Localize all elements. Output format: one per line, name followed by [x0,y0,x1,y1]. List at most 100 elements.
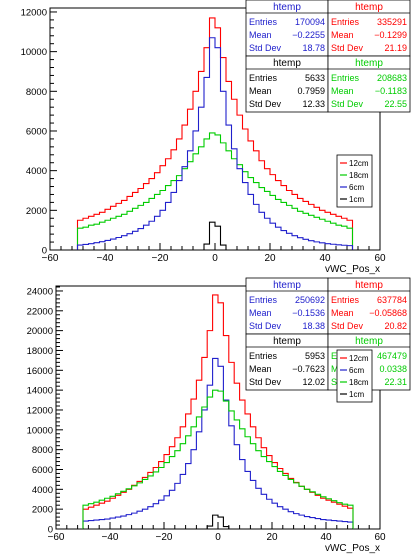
x-tick-label: 40 [320,532,332,543]
stat-box-title: htemp [273,336,301,347]
stat-box-frame [245,333,329,391]
y-tick-label: 12000 [27,405,53,416]
stat-value: 208683 [377,73,407,83]
stat-box-frame [327,55,411,113]
histogram-chart-top: −60 −40 −20 0 20 40 60 0 2000 4000 6000 8000 10000 12… [21,0,411,275]
stat-label: Entries [249,17,278,27]
x-axis-title: vWC_Pos_x [325,264,380,275]
y-tick-label: 24000 [27,286,53,297]
stat-label: Mean [331,86,354,96]
histogram-series-18cm [82,389,354,529]
stat-value: 250692 [295,295,325,305]
y-tick-label: 6000 [32,465,53,476]
y-tick-label: 6000 [26,126,47,137]
stat-value: 12.02 [302,377,325,387]
legend-label-18cm: 18cm [349,171,369,180]
y-tick-label: 0 [42,246,47,257]
stat-label: Mean [331,30,354,40]
stat-box-frame [245,55,329,113]
x-tick-label: −40 [97,253,114,264]
stat-box-title: htemp [273,58,301,69]
stat-value: 170094 [295,17,325,27]
stat-label: Std Dev [331,43,364,53]
stat-value: 18.78 [302,43,325,53]
stat-label: Mean [249,308,272,318]
y-tick-label: 0 [48,525,53,536]
stat-label: Std Dev [249,99,282,109]
histogram-panel-bottom: −60 −40 −20 0 20 40 60 0 2000 4000 6000 8000 10000 12… [0,277,411,554]
stat-value: 5953 [305,351,325,361]
y-tick-label: 14000 [27,386,53,397]
stat-label: Std Dev [249,43,282,53]
histogram-series-6cm [76,37,354,250]
stat-value: −0.2255 [292,30,325,40]
stat-label: Entries [249,73,278,83]
x-tick-label: 20 [266,532,278,543]
y-tick-label: 4000 [32,485,53,496]
stat-value: −0.1299 [374,30,407,40]
histogram-chart-bottom: −60 −40 −20 0 20 40 60 0 2000 4000 6000 8000 10000 12… [27,277,411,554]
stat-value: 20.82 [384,321,407,331]
stat-box-2: htemp Entries 335291 Mean −0.1299 Std Dev 21.1… [327,0,411,57]
stat-value: 18.38 [302,321,325,331]
histogram-series-1cm [83,514,353,530]
stat-box-3: htemp Entries 5633 Mean 0.7959 Std Dev 12.33 [245,55,329,113]
stat-label: Mean [249,86,272,96]
stat-box-frame [327,0,411,57]
stat-value: 335291 [377,17,407,27]
stat-label: Entries [249,295,278,305]
y-tick-label: 16000 [27,366,53,377]
stat-box-title: htemp [355,2,383,13]
stat-value: −0.1536 [292,308,325,318]
x-tick-label: 20 [264,253,276,264]
y-tick-label: 2000 [32,505,53,516]
histogram-panel-top: −60 −40 −20 0 20 40 60 0 2000 4000 6000 8000 10000 12… [0,0,411,275]
x-tick-label: 60 [374,532,386,543]
stat-value: 5633 [305,73,325,83]
stat-value: −0.1183 [375,86,407,96]
stat-value: −0.7623 [292,364,325,374]
stat-box-title: htemp [355,280,383,291]
stat-box-frame [327,277,411,335]
stat-box-4: htemp Entries 208683 Mean −0.1183 Std Dev 22.5… [327,55,411,113]
y-tick-label: 18000 [27,346,53,357]
legend-label-18cm: 18cm [349,378,369,387]
stat-label: Std Dev [249,321,282,331]
histogram-series-1cm [77,221,353,251]
stat-label: Mean [331,308,354,318]
stat-label: Mean [249,364,272,374]
legend-label-12cm: 12cm [349,354,369,363]
y-tick-label: 20000 [27,326,53,337]
stat-value: 0.7959 [297,86,325,96]
legend-box [336,154,373,208]
stat-value: 22.31 [384,377,407,387]
stat-label: Entries [249,351,278,361]
y-tick-label: 22000 [27,306,53,317]
x-tick-label: 0 [212,253,218,264]
x-tick-label: −40 [102,532,119,543]
stat-box-1: htemp Entries 170094 Mean −0.2255 Std Dev 18.7… [245,0,329,57]
stat-value: 21.19 [384,43,407,53]
stat-value: 637784 [377,295,407,305]
x-tick-label: 60 [374,253,386,264]
y-tick-label: 10000 [21,47,47,58]
legend-label-6cm: 6cm [349,183,364,192]
stat-label: Std Dev [249,377,282,387]
legend-label-1cm: 1cm [349,390,364,399]
stat-box-title: htemp [273,280,301,291]
legend-label-6cm: 6cm [349,366,364,375]
stat-value: 22.55 [384,99,407,109]
stat-box-title: htemp [355,58,383,69]
stat-box-3: htemp Entries 5953 Mean −0.7623 Std Dev 12.02 [245,333,329,391]
stat-value: 12.33 [302,99,325,109]
stat-box-2: htemp Entries 637784 Mean −0.05868 Std Dev 20.… [327,277,411,335]
y-tick-label: 8000 [32,445,53,456]
y-tick-label: 2000 [26,206,47,217]
legend-box [336,349,373,403]
x-tick-label: −20 [156,532,173,543]
histogram-series-12cm [76,17,354,250]
x-tick-label: −60 [48,532,65,543]
stat-label: Mean [249,30,272,40]
stat-label: Std Dev [331,99,364,109]
legend-label-1cm: 1cm [349,195,364,204]
